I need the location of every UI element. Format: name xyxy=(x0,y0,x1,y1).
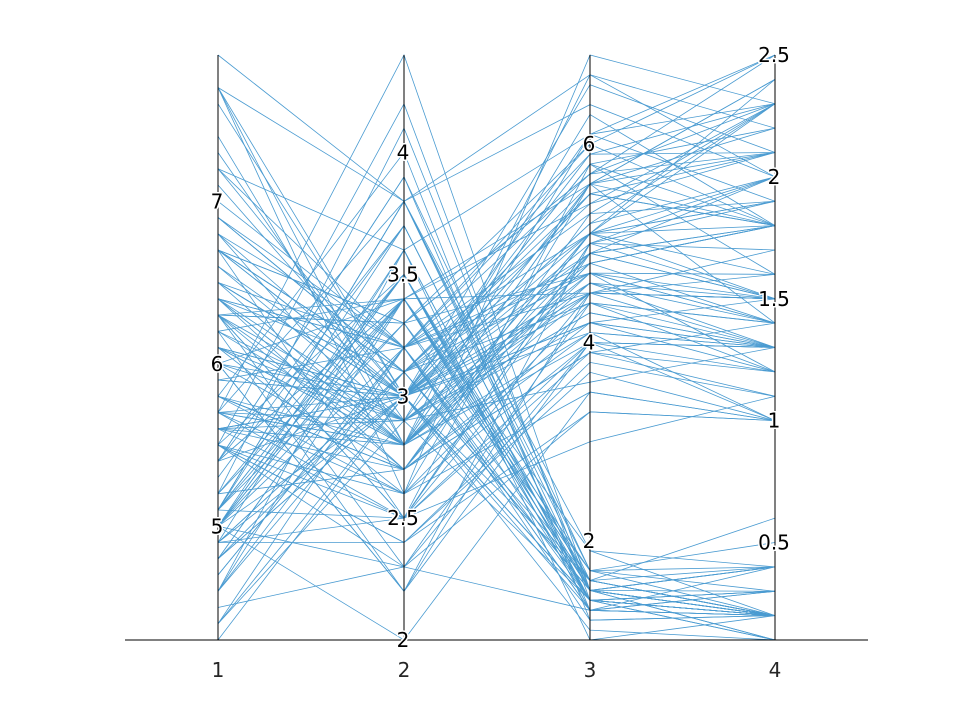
data-line xyxy=(217,312,776,422)
data-line xyxy=(217,322,776,413)
data-line xyxy=(217,79,776,373)
data-line xyxy=(217,225,776,397)
data-line xyxy=(217,163,776,397)
data-line xyxy=(217,332,776,446)
data-line xyxy=(217,273,776,581)
data-line xyxy=(217,342,776,519)
axis-2-tick-label: 4 xyxy=(397,141,410,165)
axis-2-tick-label: 3.5 xyxy=(387,262,419,286)
x-tick-label: 2 xyxy=(398,658,411,682)
axis-4-tick-label: 1 xyxy=(768,409,781,433)
data-line xyxy=(217,395,776,519)
data-line xyxy=(217,371,776,616)
data-line xyxy=(217,193,776,373)
tick-labels: 5 6 7 2 2.5 3 3.5 4 2 4 6 0.5 1 1.5 2 2.5 1 2 3 4 xyxy=(209,42,791,683)
axis-1-tick-label: 5 xyxy=(211,514,224,538)
data-line xyxy=(217,346,776,624)
axis-3-tick-label: 4 xyxy=(583,331,596,355)
data-line xyxy=(217,298,776,616)
axis-3-tick-label: 6 xyxy=(583,132,596,156)
data-line xyxy=(217,224,776,616)
axis-4-tick-label: 0.5 xyxy=(758,531,790,555)
data-line xyxy=(217,411,776,568)
data-line xyxy=(217,54,776,251)
data-line xyxy=(217,54,776,324)
data-line xyxy=(217,391,776,495)
data-line xyxy=(217,249,776,641)
x-tick-label: 3 xyxy=(584,658,597,682)
data-line xyxy=(217,302,776,568)
data-lines xyxy=(217,53,776,641)
x-tick-label: 4 xyxy=(769,658,782,682)
coordinate-axes xyxy=(217,55,776,640)
data-line xyxy=(217,298,776,616)
data-line xyxy=(217,242,776,593)
axis-1-tick-label: 7 xyxy=(211,189,224,213)
data-line xyxy=(217,84,776,398)
data-line xyxy=(217,74,776,446)
data-line xyxy=(217,249,776,641)
x-tick-label: 1 xyxy=(212,658,225,682)
data-line xyxy=(217,225,776,397)
data-line xyxy=(217,566,776,611)
data-line xyxy=(217,298,776,616)
axis-1-tick-label: 6 xyxy=(211,352,224,376)
axis-3-tick-label: 2 xyxy=(583,529,596,553)
axis-2-tick-label: 3 xyxy=(397,384,410,408)
data-line xyxy=(217,54,776,324)
data-line xyxy=(217,87,776,398)
data-line xyxy=(217,274,776,365)
data-line xyxy=(217,127,776,397)
data-line xyxy=(217,371,776,543)
data-line xyxy=(217,74,776,202)
data-line xyxy=(217,176,776,397)
data-line xyxy=(217,371,776,616)
data-line xyxy=(217,371,776,616)
data-line xyxy=(217,395,776,641)
axis-2-tick-label: 2 xyxy=(397,628,410,652)
data-line xyxy=(217,302,776,495)
data-line xyxy=(217,103,776,373)
data-line xyxy=(217,395,776,641)
data-line xyxy=(217,103,776,332)
data-line xyxy=(217,176,776,446)
data-line xyxy=(217,298,776,616)
data-line xyxy=(217,200,776,470)
data-line xyxy=(217,183,776,495)
data-line xyxy=(217,200,776,519)
axis-2-tick-label: 2.5 xyxy=(387,506,419,530)
data-line xyxy=(217,200,776,470)
data-line xyxy=(217,200,776,616)
data-line xyxy=(217,143,776,349)
data-line xyxy=(217,298,776,616)
axis-4-tick-label: 1.5 xyxy=(758,287,790,311)
axis-4-tick-label: 2 xyxy=(768,165,781,189)
data-line xyxy=(217,54,776,202)
axis-4-tick-label: 2.5 xyxy=(758,43,790,67)
data-line xyxy=(217,272,776,446)
data-line xyxy=(217,265,776,422)
data-line xyxy=(217,224,776,616)
data-line xyxy=(217,298,776,616)
